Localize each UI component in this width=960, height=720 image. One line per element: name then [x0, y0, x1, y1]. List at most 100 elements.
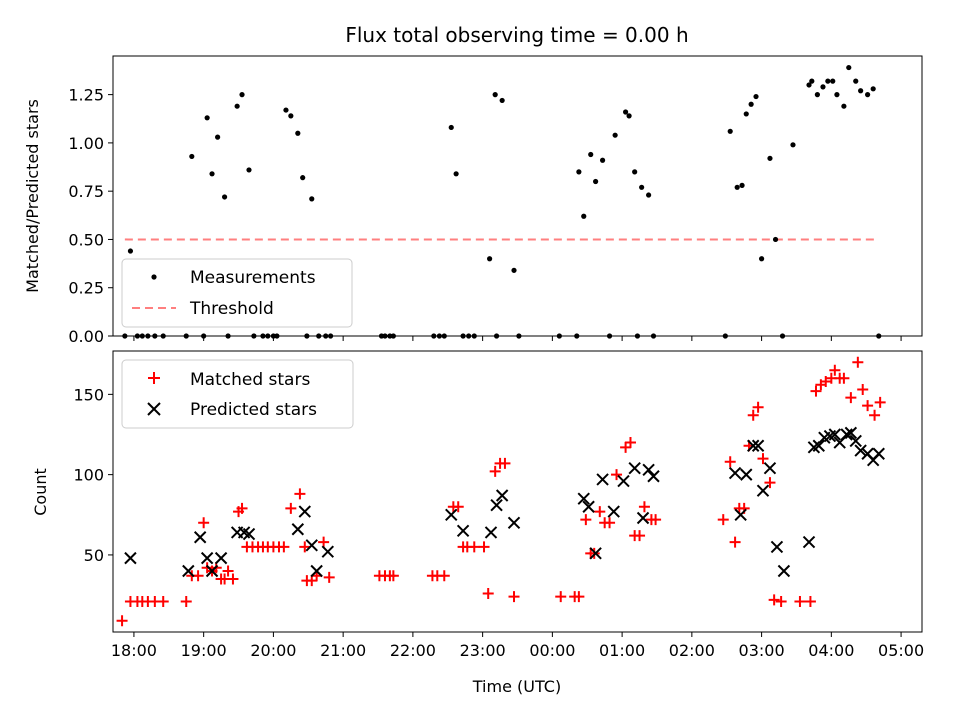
x-tick-label: 23:00 [460, 641, 506, 660]
matched-star-point [285, 502, 297, 514]
matched-star-point [482, 587, 494, 599]
measurement-point [511, 267, 517, 273]
matched-star-point [845, 392, 857, 404]
matched-star-point [227, 573, 239, 585]
measurement-point [300, 175, 306, 181]
predicted-stars-points [124, 426, 885, 578]
measurement-point [806, 82, 812, 88]
matched-star-point [624, 437, 636, 449]
predicted-star-point [628, 462, 641, 475]
matched-star-point [116, 615, 128, 627]
matched-star-point [810, 385, 822, 397]
measurement-point [204, 115, 210, 121]
predicted-star-point [872, 447, 885, 460]
predicted-star-point [844, 426, 858, 440]
y-tick-label: 0.25 [68, 279, 104, 298]
predicted-star-point [242, 527, 256, 541]
measurement-point [295, 130, 301, 136]
predicted-star-point [728, 466, 742, 480]
matched-star-point [775, 595, 787, 607]
measurement-point [841, 103, 847, 109]
matched-star-point [222, 565, 234, 577]
measurement-point [499, 97, 505, 104]
matched-star-point [452, 501, 464, 513]
matched-star-point [747, 409, 759, 421]
measurement-point [626, 113, 632, 119]
measurement-point [758, 256, 765, 262]
matched-star-point [508, 591, 520, 603]
matched-star-point [580, 514, 592, 526]
measurement-point [830, 78, 836, 84]
predicted-star-point [456, 524, 470, 538]
measurement-point [209, 171, 215, 177]
measurement-point [189, 153, 195, 160]
top-plot-frame [112, 55, 923, 337]
predicted-star-point [589, 547, 602, 560]
measurement-point [588, 151, 594, 158]
measurement-point [622, 109, 629, 115]
matched-star-point [857, 384, 869, 396]
matched-star-point [468, 541, 480, 553]
measurement-point [487, 256, 493, 262]
matched-star-point [764, 477, 776, 489]
predicted-star-point [607, 505, 620, 518]
x-tick-label: 00:00 [529, 641, 575, 660]
y-tick-label: 0.00 [68, 327, 104, 346]
x-tick-label: 20:00 [250, 641, 296, 660]
y-tick-label: 150 [73, 385, 104, 404]
legend-matched-label: Matched stars [190, 370, 310, 390]
predicted-star-point [305, 539, 318, 552]
predicted-star-point [596, 473, 609, 486]
measurement-point [612, 132, 618, 138]
measurement-point [453, 171, 459, 177]
top-legend-box [121, 258, 353, 328]
matched-star-point [318, 536, 330, 548]
measurement-point [820, 84, 826, 90]
matched-star-point [236, 502, 248, 514]
x-tick-label: 21:00 [320, 641, 366, 660]
predicted-star-point [642, 463, 655, 477]
matched-star-point [757, 453, 769, 465]
predicted-star-point [777, 564, 791, 578]
measurement-point [748, 101, 754, 107]
bottom-legend: Matched stars Predicted stars [121, 359, 354, 429]
legend-predicted-marker [147, 402, 161, 416]
matched-star-point [869, 409, 881, 421]
matched-star-point [604, 517, 616, 529]
predicted-star-point [445, 508, 458, 521]
predicted-star-point [734, 508, 747, 521]
matched-star-point [620, 441, 632, 453]
predicted-star-point [802, 535, 816, 549]
legend-predicted-label: Predicted stars [190, 400, 317, 420]
matched-star-point [294, 488, 306, 500]
bottom-panel: 50 100 150 18:00 19:00 20:00 21:00 22:00 23:00 0… [31, 350, 924, 696]
measurement-point [246, 167, 252, 173]
y-tick-label: 50 [84, 546, 104, 565]
matched-star-point [717, 514, 729, 526]
measurement-point [593, 178, 599, 185]
matched-star-point [499, 457, 511, 469]
top-legend: Measurements Threshold [121, 258, 353, 328]
matched-star-point [489, 465, 501, 477]
measurement-point [215, 134, 221, 140]
measurement-point [234, 103, 240, 109]
predicted-star-point [200, 551, 214, 565]
predicted-star-point [763, 462, 777, 475]
predicted-star-point [484, 526, 498, 539]
matched-star-point [323, 571, 335, 583]
measurement-point [809, 78, 815, 84]
measurement-point [639, 184, 645, 190]
predicted-star-point [577, 492, 590, 505]
matched-star-point [650, 514, 662, 526]
measurement-point [727, 128, 733, 134]
y-tick-label: 100 [73, 466, 104, 485]
matched-star-point [555, 591, 567, 603]
measurement-point [599, 157, 606, 163]
matched-star-point [729, 536, 741, 548]
measurement-point [576, 169, 582, 175]
measurement-point [492, 92, 498, 98]
matched-star-point [180, 595, 192, 607]
matched-star-point [611, 469, 623, 481]
matched-star-point [638, 501, 650, 513]
predicted-star-point [205, 564, 219, 578]
